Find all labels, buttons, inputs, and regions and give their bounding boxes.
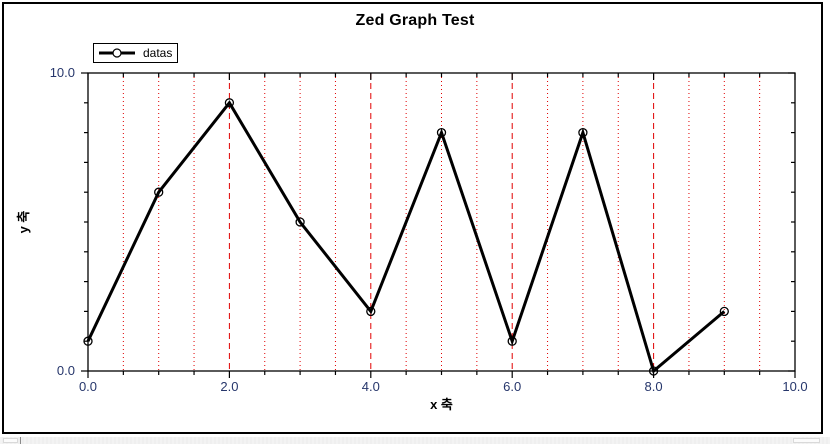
data-point-marker <box>648 366 659 376</box>
legend-series-label: datas <box>143 46 173 60</box>
scrollbar-left-button[interactable] <box>3 438 18 443</box>
data-point-marker <box>436 127 447 138</box>
data-point-marker <box>224 98 235 108</box>
x-tick-label: 6.0 <box>503 379 521 394</box>
data-point-marker <box>578 127 588 138</box>
x-tick-label: 2.0 <box>220 379 238 394</box>
y-tick-label: 10.0 <box>50 65 75 80</box>
data-point-marker <box>154 187 164 197</box>
data-point-marker <box>83 336 93 346</box>
scrollbar-right-thumb[interactable] <box>793 438 820 443</box>
y-axis-title: y 축 <box>16 211 31 234</box>
x-tick-label: 8.0 <box>645 379 663 394</box>
legend-line-marker-icon <box>99 48 135 58</box>
x-tick-label: 4.0 <box>362 379 380 394</box>
legend: datas <box>93 43 178 63</box>
scrollbar-divider <box>20 437 21 444</box>
data-point-marker <box>719 306 729 317</box>
chart-title: Zed Graph Test <box>355 12 475 29</box>
y-tick-label: 0.0 <box>57 363 75 378</box>
bottom-scrollbar-strip <box>0 437 830 444</box>
window-border <box>2 2 823 434</box>
data-line <box>86 100 726 374</box>
data-point-marker <box>366 306 376 317</box>
x-tick-label: 10.0 <box>782 379 807 394</box>
x-tick-label: 0.0 <box>79 379 97 394</box>
data-point-marker <box>507 336 517 346</box>
x-axis-title: x 축 <box>430 397 453 412</box>
data-point-marker <box>295 217 305 227</box>
